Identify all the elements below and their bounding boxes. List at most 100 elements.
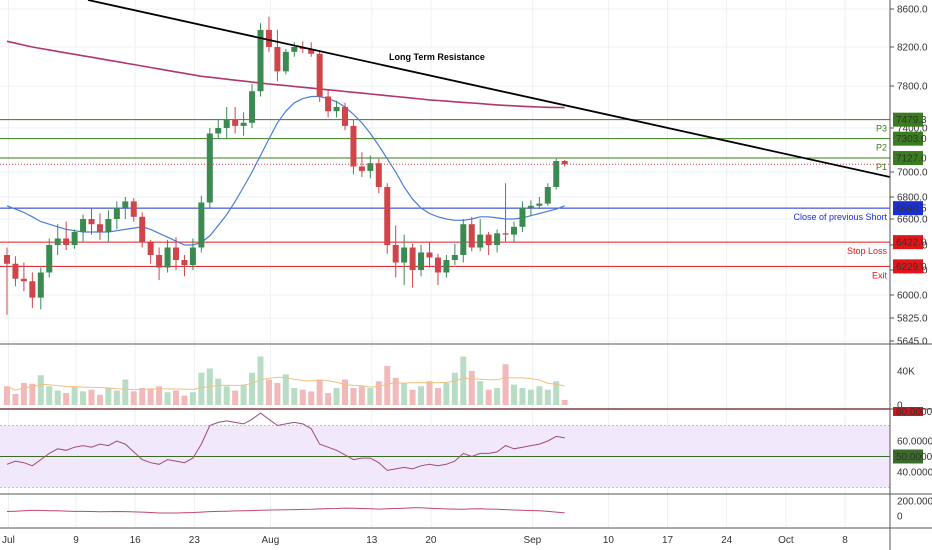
volume-bar [358,386,365,405]
level-badge [893,235,923,250]
volume-bar [113,390,120,405]
volume-bar [418,386,425,405]
candle-body [181,260,188,265]
candle-body [173,247,179,260]
price-tick-label: 7000.0 [897,168,928,179]
candle-body [63,238,70,245]
volume-bar [451,372,458,405]
level-badge [893,112,923,127]
volume-bar [156,386,163,405]
volume-bar [63,393,70,405]
rsi-badge [893,449,923,464]
candle-body [308,48,315,54]
candle-body [249,91,256,123]
rsi-badge [893,407,923,416]
candle-body [223,119,230,128]
price-tick-label: 7400.0 [897,124,928,135]
volume-bar [401,382,408,405]
candle-body [54,238,61,245]
volume-bar [308,391,315,405]
volume-bar [96,394,103,405]
candle-body [198,202,205,248]
candle-body [451,255,458,260]
candle-body [291,47,298,52]
time-axis[interactable]: Jul 9 16 23 Aug 13 20 Sep 10 17 24 Oct 8 [2,535,848,546]
candle-body [265,29,272,47]
candle-body [401,247,408,263]
volume-bar [342,379,348,405]
volume-bar [274,382,281,405]
candle-body [282,51,289,72]
volume-bar [249,372,256,405]
time-tick-label: 10 [603,535,615,546]
candle-body [71,232,78,245]
rsi-tick-label: 80.0000 [896,407,932,418]
candle-body [426,252,433,258]
candle-body [527,205,534,208]
volume-bar [88,389,95,405]
volume-bar [4,386,10,405]
rsi-tick-label: 60.0000 [897,437,932,448]
volume-bar [71,387,78,405]
volume-bar [502,364,509,405]
candle-body [511,226,517,235]
candle-body [96,224,103,232]
level-badge [893,259,923,274]
price-tick-label: 8200.0 [897,43,928,54]
price-pane[interactable]: P3 P2 P1 Close of previous Short Stop Loss Ex… [0,0,891,315]
level-badge [893,151,923,166]
level-badge-label: 6229.0 [896,262,927,273]
volume-bar [181,395,188,405]
candle-body [561,161,568,165]
volume-bar [494,388,501,405]
candle-body [206,133,213,203]
volume-bar [527,389,534,405]
price-tick-label: 6800.0 [897,193,928,204]
level-label: P2 [876,143,887,153]
long-term-resistance-line [87,0,891,178]
price-tick-label: 6000.0 [897,291,928,302]
time-tick-label: 24 [721,535,733,546]
volume-bar [375,381,382,405]
candle-body [392,245,399,263]
volume-bar [282,374,289,405]
volume-pane[interactable] [4,356,568,405]
volume-bar [215,378,222,405]
volume-bar [147,388,154,405]
volume-bar [20,382,27,405]
time-tick-label: 20 [425,535,437,546]
volume-bar [333,388,340,405]
level-badge-label: 7303.0 [896,134,927,145]
volume-bar [223,386,230,405]
candle-body [29,281,36,298]
candle-body [434,257,441,273]
rsi-pane[interactable] [0,408,890,488]
candle-body [257,29,264,92]
volume-bar [198,372,205,405]
candle-body [139,216,146,243]
oscillator-pane[interactable] [6,507,565,514]
candle-body [536,203,543,206]
candle-body [502,233,509,235]
volume-bar [139,388,146,405]
time-tick-label: 17 [662,535,674,546]
volume-bar [173,390,179,405]
volume-bar [189,392,196,405]
level-label: Exit [872,270,888,280]
volume-bar [350,388,357,405]
volume-bar [240,384,247,405]
price-tick-label: 8600.0 [897,5,928,16]
candle-body [46,245,53,273]
volume-bar [122,379,129,405]
time-tick-label: 8 [842,535,848,546]
volume-bar [426,381,433,405]
volume-bar [392,377,399,405]
volume-bar [257,356,264,405]
candle-body [130,201,137,217]
price-axis[interactable]: 8600.0 8200.0 7800.0 7400.0 7000.0 6800.0 6600… [890,5,932,523]
time-tick-label: Oct [778,535,794,546]
candle-body [122,201,129,208]
level-label: Stop Loss [847,246,888,256]
